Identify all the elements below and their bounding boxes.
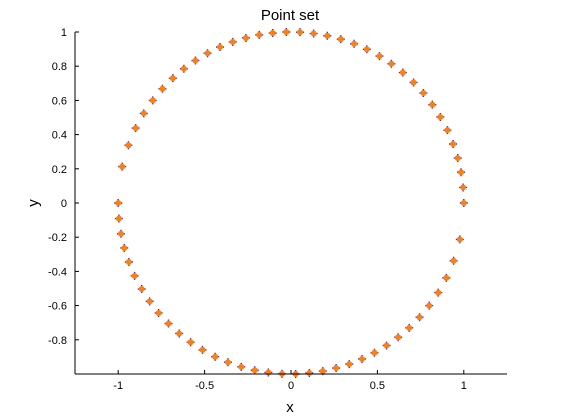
data-points [114,28,468,378]
x-tick-label: 1 [461,380,467,392]
y-axis-label: y [25,199,42,207]
data-point-dot [429,101,436,108]
data-point-dot [456,236,463,243]
x-tick-label: 0 [288,380,294,392]
data-point-dot [238,363,245,370]
data-point-dot [420,90,427,97]
data-point-dot [140,110,147,117]
data-point-dot [410,79,417,86]
data-point-dot [169,75,176,82]
data-point-dot [155,309,162,316]
data-point-dot [310,30,317,37]
data-point-dot [180,65,187,72]
y-tick-label: 0.8 [52,61,67,73]
data-point-dot [351,40,358,47]
data-point-dot [437,113,444,120]
x-tick-label: -0.5 [195,380,214,392]
x-ticks: -1 -0.5 0 0.5 1 [113,370,467,392]
data-point-dot [359,355,366,362]
data-point-dot [212,353,219,360]
y-tick-label: 0.2 [52,164,67,176]
data-point-dot [443,274,450,281]
x-axis-label: x [286,399,294,416]
x-tick-label: 0.5 [370,380,385,392]
y-tick-label: -0.2 [48,232,67,244]
data-point-dot [115,215,122,222]
data-point-dot [121,244,128,251]
data-point-dot [450,257,457,264]
data-point-dot [346,361,353,368]
data-point-dot [454,155,461,162]
plot-area [75,32,507,374]
data-point-dot [125,258,132,265]
data-point-dot [146,298,153,305]
chart-title: Point set [261,7,320,24]
data-point-dot [242,34,249,41]
data-point-dot [363,46,370,53]
data-point-dot [383,342,390,349]
data-point-dot [119,163,126,170]
data-point-dot [149,97,156,104]
data-point-dot [388,60,395,67]
data-point-dot [229,38,236,45]
data-point-dot [176,330,183,337]
data-point-dot [296,29,303,36]
data-point-dot [444,127,451,134]
data-point-dot [371,349,378,356]
data-point-dot [125,142,132,149]
data-point-dot [165,320,172,327]
data-point-dot [406,324,413,331]
data-point-dot [416,314,423,321]
data-point-dot [333,365,340,372]
data-point-dot [376,53,383,60]
y-tick-label: -0.4 [48,266,67,278]
data-point-dot [187,339,194,346]
data-point-dot [319,368,326,375]
data-point-dot [458,169,465,176]
data-point-dot [132,125,139,132]
data-point-dot [460,184,467,191]
data-point-dot [435,289,442,296]
data-point-dot [216,44,223,51]
data-point-dot [115,200,122,206]
y-tick-label: 0.4 [52,130,67,142]
y-ticks: -0.8 -0.6 -0.4 -0.2 0 0.2 0.4 0.6 0.8 1 [48,27,79,347]
data-point-dot [395,334,402,341]
y-tick-label: 0 [61,198,67,210]
data-point-dot [159,85,166,92]
data-point-dot [283,29,290,35]
data-point-dot [265,369,272,376]
y-tick-label: -0.6 [48,301,67,313]
data-point-dot [192,57,199,64]
data-point-dot [306,369,313,376]
y-tick-label: 1 [61,27,67,39]
data-point-dot [337,36,344,43]
data-point-dot [138,286,145,293]
y-tick-label: 0.6 [52,95,67,107]
data-point-dot [131,272,138,279]
data-point-dot [399,69,406,76]
data-point-dot [269,30,276,37]
data-point-dot [224,359,231,366]
data-point-dot [199,346,206,353]
data-point-dot [256,31,263,38]
data-point-dot [450,141,457,148]
data-point-dot [117,230,124,237]
data-point-dot [324,32,331,39]
data-point-dot [460,200,467,206]
data-point-dot [251,367,258,374]
x-tick-label: -1 [113,380,123,392]
data-point-dot [426,302,433,309]
y-tick-label: -0.8 [48,335,67,347]
data-point-dot [204,50,211,57]
